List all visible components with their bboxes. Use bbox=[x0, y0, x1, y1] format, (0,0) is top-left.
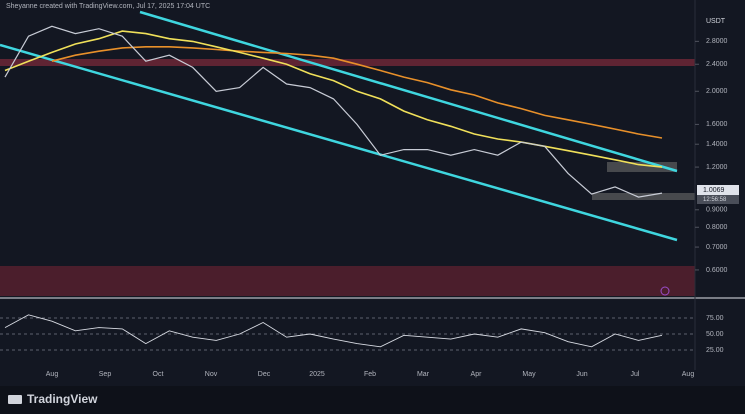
y-tick-label: 0.7000 bbox=[706, 244, 728, 251]
logo bbox=[8, 395, 22, 404]
x-tick-label: Aug bbox=[46, 371, 59, 378]
gray-zone bbox=[607, 162, 677, 172]
rsi-tick-label: 75.00 bbox=[706, 315, 724, 322]
y-tick-label: 0.9000 bbox=[706, 207, 728, 214]
rsi-line bbox=[4, 314, 663, 348]
x-tick-label: Nov bbox=[205, 371, 218, 378]
y-tick-label: 2.0000 bbox=[706, 88, 728, 95]
channel-line bbox=[139, 10, 678, 173]
x-tick-label: Oct bbox=[153, 371, 164, 378]
x-tick-label: Dec bbox=[258, 371, 271, 378]
support-zone bbox=[0, 266, 695, 296]
indicator-icon bbox=[660, 286, 670, 296]
y-tick-label: 2.4000 bbox=[706, 61, 728, 68]
x-tick-label: Jul bbox=[631, 371, 640, 378]
countdown: 12:56:58 bbox=[703, 197, 727, 203]
x-tick-label: May bbox=[522, 371, 536, 378]
moving-average bbox=[51, 46, 663, 139]
countdown-tag bbox=[697, 195, 739, 204]
x-tick-label: Jun bbox=[576, 371, 587, 378]
footer bbox=[0, 386, 745, 414]
y-tick-label: 1.6000 bbox=[706, 121, 728, 128]
price-tag bbox=[697, 185, 739, 195]
y-tick-label: 1.4000 bbox=[706, 141, 728, 148]
rsi-tick-label: 50.00 bbox=[706, 331, 724, 338]
x-tick-label: Feb bbox=[364, 371, 376, 378]
channel-line bbox=[0, 43, 678, 242]
y-tick-label: 1.2000 bbox=[706, 164, 728, 171]
brand: TradingView bbox=[27, 392, 98, 406]
y-tick-label: 2.8000 bbox=[706, 38, 728, 45]
rsi-tick-label: 25.00 bbox=[706, 347, 724, 354]
header: Sheyanne created with TradingView.com, J… bbox=[6, 3, 210, 10]
price-line bbox=[4, 25, 663, 198]
y-tick-label: 0.8000 bbox=[706, 224, 728, 231]
y-tick-label: 0.6000 bbox=[706, 267, 728, 274]
x-tick-label: Mar bbox=[417, 371, 430, 378]
x-tick-label: 2025 bbox=[309, 371, 325, 378]
currency: USDT bbox=[706, 18, 726, 25]
x-tick-label: Sep bbox=[99, 371, 112, 378]
current-price: 1.0069 bbox=[703, 187, 725, 194]
x-tick-label: Aug bbox=[682, 371, 695, 378]
x-tick-label: Apr bbox=[471, 371, 483, 378]
